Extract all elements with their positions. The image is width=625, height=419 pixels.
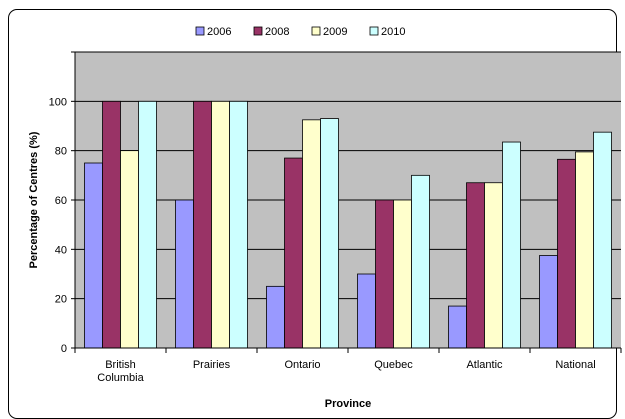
bar-2010: [502, 141, 521, 349]
chart-legend: 2006 2008 2009 2010: [195, 26, 405, 38]
legend-swatch: [311, 26, 321, 36]
legend-label: 2006: [207, 26, 231, 38]
bar-2009: [120, 150, 139, 349]
x-tick-label: British Columbia: [97, 359, 144, 384]
y-tick-label: 100: [49, 96, 67, 108]
bar-2009: [484, 182, 503, 349]
bar-2006: [266, 285, 285, 349]
legend-label: 2009: [323, 26, 347, 38]
bar-2009: [211, 100, 230, 349]
x-tick-label: Atlantic: [466, 359, 503, 371]
axes: [71, 51, 622, 353]
bar-2010: [229, 100, 248, 349]
y-tick-label: 60: [55, 195, 67, 207]
x-axis-label: Province: [325, 398, 371, 409]
y-tick-label: 20: [55, 294, 67, 306]
y-tick-labels: 0 20 40 60 80 100: [49, 96, 67, 355]
bar-2006: [175, 199, 194, 349]
legend-label: 2010: [381, 26, 405, 38]
x-tick-label: Quebec: [374, 359, 413, 371]
bar-2009: [302, 119, 321, 349]
bar-2009: [393, 199, 412, 349]
bar-2010: [320, 118, 339, 349]
legend-swatch: [369, 26, 379, 36]
bar-2006: [448, 305, 467, 349]
bar-2010: [138, 100, 157, 349]
bar-2009: [575, 151, 594, 349]
bar-2008: [375, 199, 394, 349]
bar-2008: [102, 100, 121, 349]
bars: [84, 100, 612, 349]
bar-2010: [411, 174, 430, 349]
bar-2006: [84, 162, 103, 349]
bar-2008: [466, 182, 485, 349]
gridlines: [75, 51, 621, 300]
bar-2010: [593, 131, 612, 349]
y-axis-label: Percentage of Centres (%): [28, 131, 40, 268]
bar-chart: 2006 2008 2009 2010 0 20 40 60 80 100 British Col…: [28, 26, 622, 409]
legend-label: 2008: [265, 26, 289, 38]
y-tick-label: 0: [61, 343, 67, 355]
x-tick-label: Ontario: [284, 359, 320, 371]
x-tick-label: Prairies: [193, 359, 231, 371]
legend-swatch: [195, 26, 205, 36]
bar-2006: [357, 273, 376, 349]
bar-2008: [284, 157, 303, 349]
bar-2006: [539, 255, 558, 349]
bar-2008: [557, 158, 576, 349]
x-tick-labels: British Columbia Prairies Ontario Quebec Atla…: [97, 359, 595, 384]
bar-2008: [193, 100, 212, 349]
legend-swatch: [253, 26, 263, 36]
x-tick-label: National: [555, 359, 595, 371]
y-tick-label: 40: [55, 244, 67, 256]
y-tick-label: 80: [55, 146, 67, 158]
